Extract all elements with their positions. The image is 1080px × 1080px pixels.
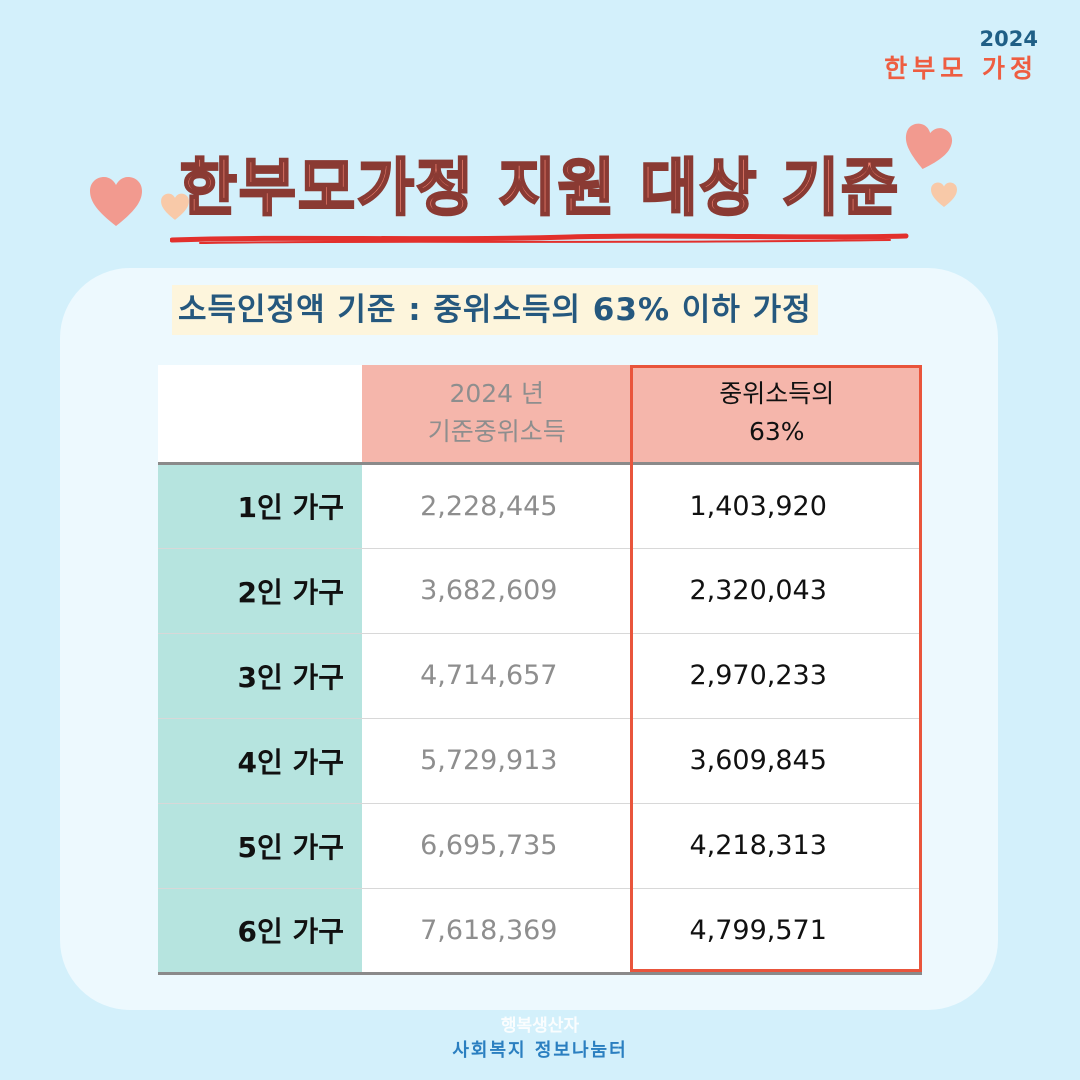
header-63-percent: 중위소득의 63% [631, 365, 922, 463]
income-63-value: 3,609,845 [631, 718, 922, 803]
heart-icon [905, 123, 953, 169]
standard-income-value: 7,618,369 [362, 888, 632, 973]
corner-year: 2024 [979, 27, 1038, 51]
household-label: 6인 가구 [158, 888, 363, 973]
header-standard-income: 2024 년 기준중위소득 [362, 365, 632, 463]
header-standard-line2: 기준중위소득 [427, 417, 566, 447]
household-label: 1인 가구 [158, 463, 363, 548]
standard-income-value: 3,682,609 [362, 548, 632, 633]
header-63-line1: 중위소득의 [719, 379, 835, 409]
heart-icon [931, 182, 957, 207]
standard-income-value: 5,729,913 [362, 718, 632, 803]
household-label: 5인 가구 [158, 803, 363, 888]
header-standard-line1: 2024 년 [449, 379, 545, 409]
corner-title: 한부모 가정 [884, 54, 1038, 83]
table-row: 3인 가구 4,714,657 2,970,233 [158, 633, 922, 718]
table-row: 5인 가구 6,695,735 4,218,313 [158, 803, 922, 888]
income-63-value: 4,799,571 [631, 888, 922, 973]
table-row: 4인 가구 5,729,913 3,609,845 [158, 718, 922, 803]
heart-icon [161, 193, 189, 220]
standard-income-value: 2,228,445 [362, 463, 632, 548]
income-63-value: 4,218,313 [631, 803, 922, 888]
table-row: 1인 가구 2,228,445 1,403,920 [158, 463, 922, 548]
page-title: 한부모가정 지원 대상 기준 [179, 150, 901, 226]
income-63-value: 1,403,920 [631, 463, 922, 548]
footer-source: 사회복지 정보나눔터 [452, 1040, 628, 1061]
title-underline [170, 233, 909, 244]
subtitle: 소득인정액 기준 : 중위소득의 63% 이하 가정 [172, 285, 818, 335]
footer: 행복생산자 사회복지 정보나눔터 [0, 1014, 1080, 1064]
heart-icon [90, 177, 142, 226]
table-row: 6인 가구 7,618,369 4,799,571 [158, 888, 922, 973]
table-header-row: 2024 년 기준중위소득 중위소득의 63% [158, 365, 922, 463]
footer-brand: 행복생산자 [500, 1016, 580, 1036]
header-empty-cell [158, 365, 363, 463]
income-table: 2024 년 기준중위소득 중위소득의 63% 1인 가구 2,228,445 … [158, 365, 922, 975]
table-row: 2인 가구 3,682,609 2,320,043 [158, 548, 922, 633]
corner-badge: 2024 한부모 가정 [884, 26, 1038, 86]
header-63-line2: 63% [748, 417, 805, 447]
household-label: 3인 가구 [158, 633, 363, 718]
standard-income-value: 4,714,657 [362, 633, 632, 718]
standard-income-value: 6,695,735 [362, 803, 632, 888]
household-label: 2인 가구 [158, 548, 363, 633]
household-label: 4인 가구 [158, 718, 363, 803]
income-63-value: 2,320,043 [631, 548, 922, 633]
income-63-value: 2,970,233 [631, 633, 922, 718]
